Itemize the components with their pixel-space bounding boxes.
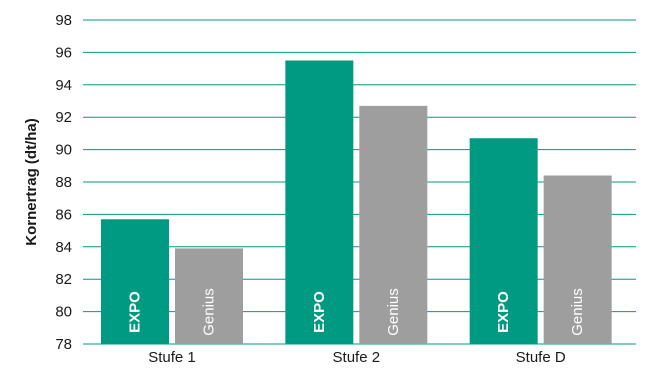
bar-series-label: Genius [569,288,586,336]
y-tick-label: 94 [55,77,72,94]
y-tick-label: 92 [55,109,72,126]
y-tick-label: 78 [55,336,72,353]
y-tick-label: 82 [55,271,72,288]
x-tick-label: Stufe 1 [148,349,196,366]
bar-genius [543,175,612,344]
bar-expo [469,138,538,344]
y-axis-ticks: 78 80 82 84 86 88 90 92 94 96 98 [55,12,72,353]
bar-series-label: Genius [201,288,218,336]
y-tick-label: 98 [55,12,72,29]
y-tick-label: 84 [55,239,72,256]
y-axis-label: Kornertrag (dt/ha) [23,118,40,246]
y-tick-label: 88 [55,174,72,191]
bar-series-label: EXPO [495,291,512,333]
x-axis-ticks: Stufe 1 Stufe 2 Stufe D [148,349,566,366]
x-tick-label: Stufe 2 [333,349,381,366]
bars: EXPO Genius EXPO Genius EXPO Genius [101,60,612,344]
y-tick-label: 80 [55,304,72,321]
bar-series-label: Genius [385,288,402,336]
y-tick-label: 86 [55,206,72,223]
x-tick-label: Stufe D [516,349,566,366]
bar-genius [359,105,428,344]
y-tick-label: 90 [55,142,72,159]
bar-series-label: EXPO [311,291,328,333]
bar-genius [175,248,243,344]
bar-series-label: EXPO [127,291,144,333]
bar-expo [285,60,354,344]
y-tick-label: 96 [55,44,72,61]
bar-expo [101,219,169,344]
